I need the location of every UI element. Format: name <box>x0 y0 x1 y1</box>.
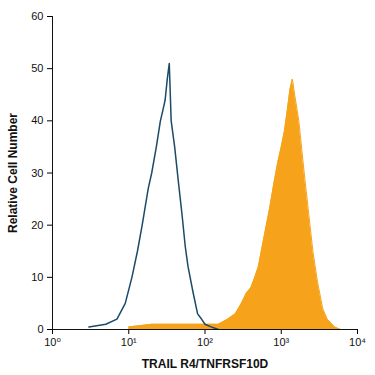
svg-text:40: 40 <box>31 114 43 126</box>
svg-text:10³: 10³ <box>273 336 289 348</box>
svg-text:10¹: 10¹ <box>121 336 137 348</box>
svg-text:50: 50 <box>31 62 43 74</box>
svg-text:30: 30 <box>31 167 43 179</box>
svg-text:Relative Cell Number: Relative Cell Number <box>6 113 20 233</box>
svg-text:0: 0 <box>37 323 43 335</box>
svg-text:60: 60 <box>31 10 43 22</box>
svg-text:10: 10 <box>31 271 43 283</box>
svg-text:10⁰: 10⁰ <box>44 336 61 348</box>
svg-text:TRAIL R4/TNFRSF10D: TRAIL R4/TNFRSF10D <box>142 357 269 371</box>
svg-text:10⁴: 10⁴ <box>349 336 366 348</box>
svg-text:10²: 10² <box>197 336 213 348</box>
svg-text:20: 20 <box>31 219 43 231</box>
